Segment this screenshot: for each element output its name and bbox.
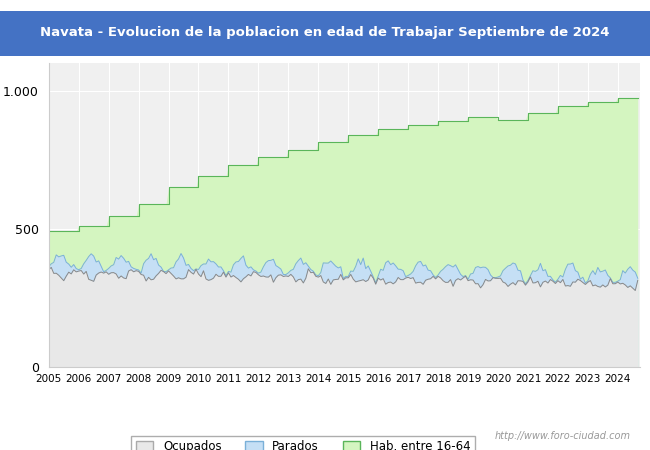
Legend: Ocupados, Parados, Hab. entre 16-64: Ocupados, Parados, Hab. entre 16-64 — [131, 436, 475, 450]
Text: Navata - Evolucion de la poblacion en edad de Trabajar Septiembre de 2024: Navata - Evolucion de la poblacion en ed… — [40, 27, 610, 39]
Text: http://www.foro-ciudad.com: http://www.foro-ciudad.com — [495, 431, 630, 441]
